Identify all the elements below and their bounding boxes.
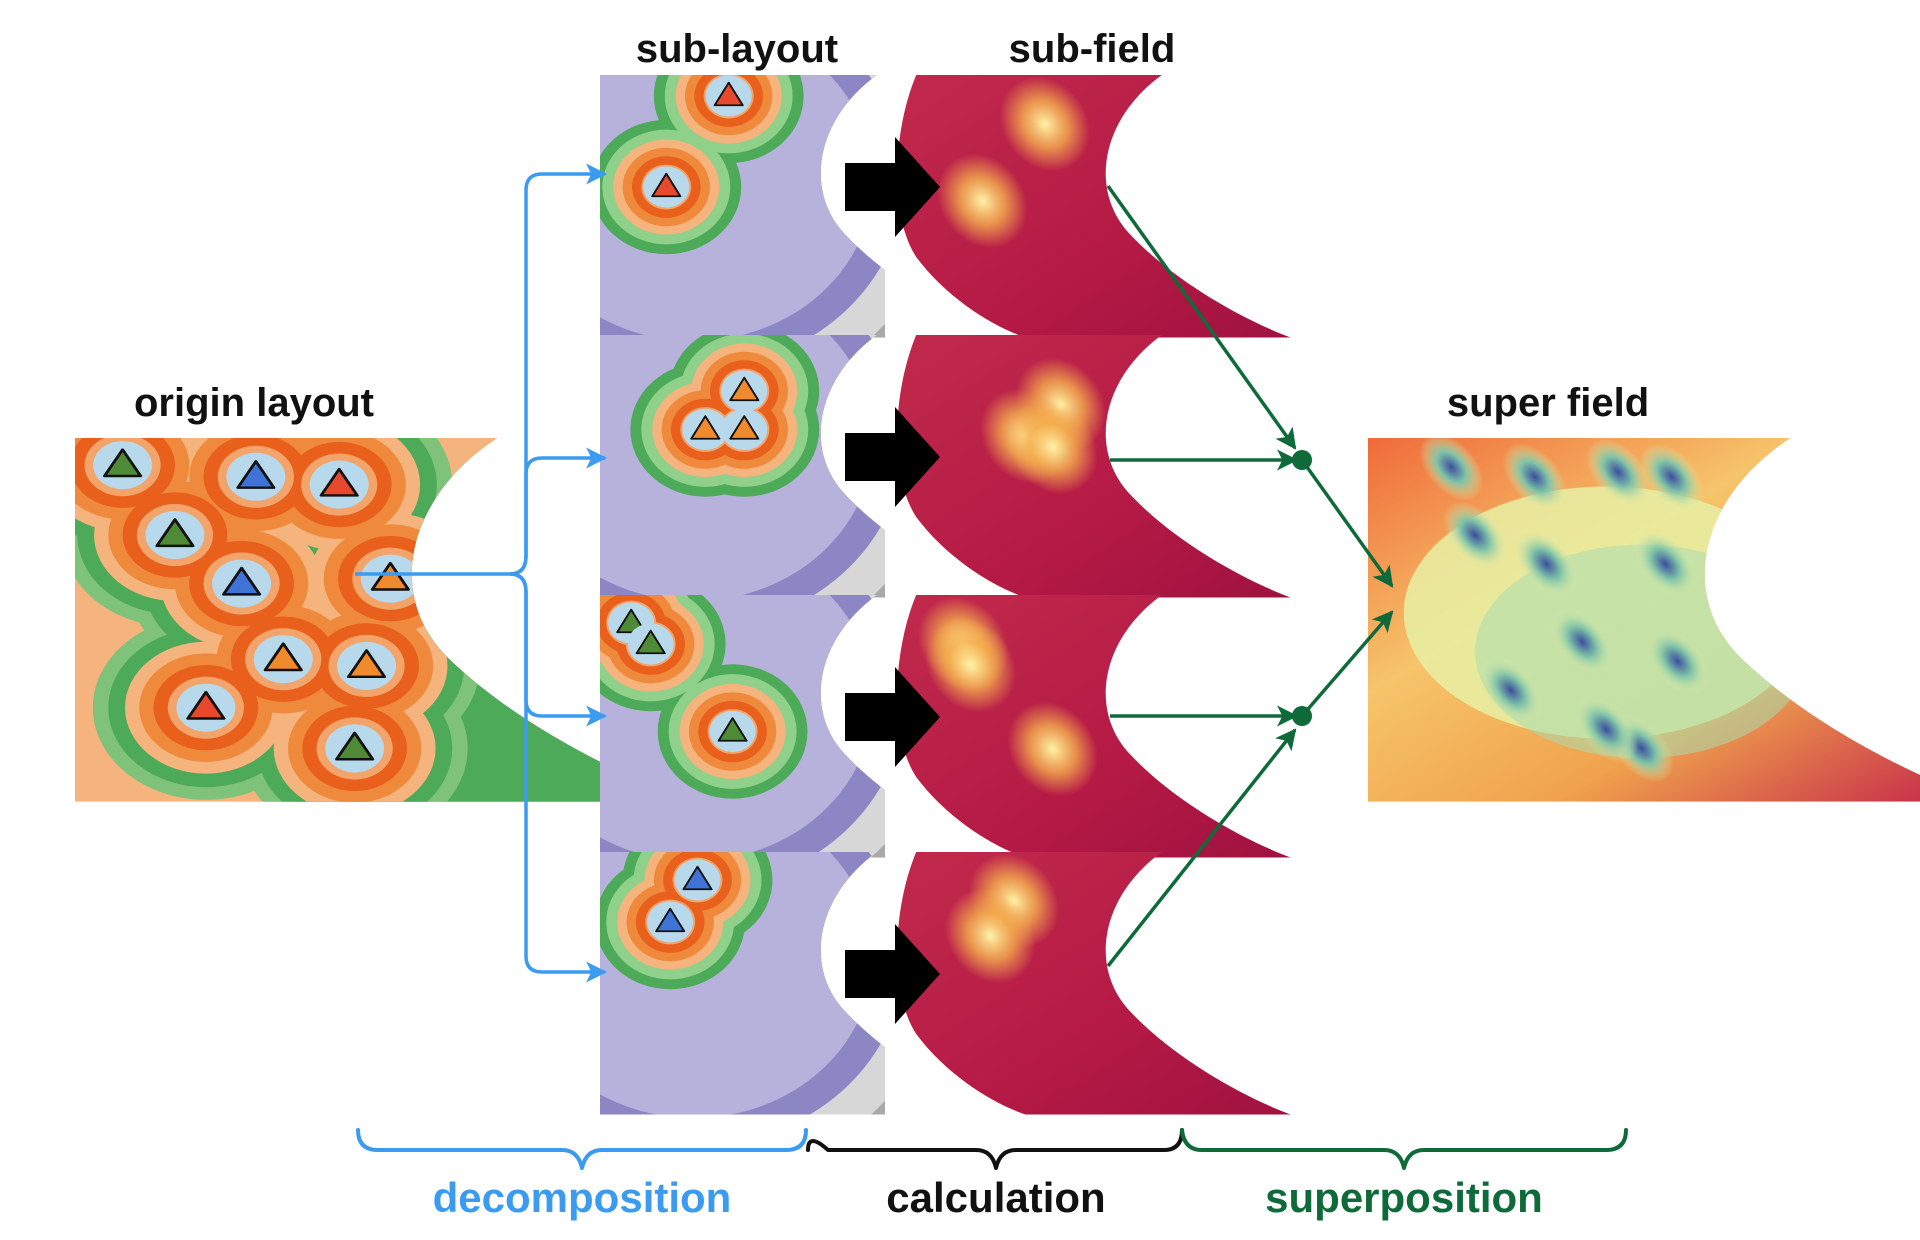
super-field-wakes (1419, 438, 1710, 783)
sub-layout-3-turbine-2 (627, 623, 674, 665)
decomposition-brace (356, 1128, 808, 1170)
sub-layout-1-turbine-2 (643, 166, 690, 208)
sub-field-3-wake-3 (1007, 701, 1098, 797)
superposition-arrow-1 (1106, 184, 1297, 450)
sub-layout-panel-3 (600, 595, 1006, 858)
sub-layout-rings-2 (619, 335, 831, 507)
superposition-node-1 (1292, 450, 1312, 470)
sub-field-2-wake-3 (1007, 399, 1098, 495)
superposition-node-2 (1292, 706, 1312, 726)
origin-turbine-7 (253, 635, 313, 684)
super-field-wake-8 (1550, 608, 1615, 676)
origin-turbine-8 (337, 641, 397, 691)
sub-layout-4-turbine-2 (647, 901, 694, 943)
sub-field-4-wake-2 (945, 888, 1036, 984)
sub-field-panel-4 (885, 852, 1291, 1115)
sub-field-1-wake-1 (999, 76, 1091, 172)
sub-field-column (885, 75, 1291, 1115)
decomposition-label: decomposition (433, 1174, 732, 1221)
sub-layout-2-turbine-1 (721, 370, 768, 412)
super-field-wake-12 (1573, 695, 1639, 763)
sub-field-panel-1 (885, 75, 1291, 338)
calculation-arrows (845, 137, 940, 1024)
superposition-arrow-4 (1106, 728, 1297, 968)
calculation-label: calculation (886, 1174, 1105, 1221)
calculation-brace (806, 1128, 1184, 1170)
calculation-arrow-3 (845, 667, 940, 767)
origin-turbines (93, 441, 420, 773)
origin-turbine-1 (93, 441, 153, 490)
super-field-wake-2 (1502, 443, 1567, 511)
origin-turbine-6 (360, 554, 420, 603)
stage-braces (356, 1128, 1628, 1170)
sub-field-label: sub-field (1009, 27, 1176, 71)
superposition-label: superposition (1265, 1174, 1543, 1221)
origin-turbine-5 (212, 559, 272, 608)
origin-turbine-4 (145, 510, 205, 560)
sub-field-3-wake-2 (925, 617, 1017, 713)
sub-layout-1-turbine-1 (705, 75, 752, 117)
sub-layout-2-turbine-3 (721, 408, 768, 451)
origin-layout-label: origin layout (134, 381, 374, 425)
super-field-label: super field (1447, 381, 1649, 425)
superposition-arrows (1106, 184, 1394, 968)
calculation-arrow-1 (845, 137, 940, 237)
decomposition-branch-2 (509, 447, 608, 576)
superposition-brace (1180, 1128, 1628, 1170)
super-field-wake-3 (1585, 438, 1650, 506)
super-field-wake-7 (1633, 530, 1698, 598)
super-field-wake-5 (1443, 501, 1508, 569)
super-field-wake-9 (1645, 627, 1710, 695)
sub-layout-4-turbine-1 (674, 859, 721, 901)
super-field-wake-1 (1419, 438, 1484, 501)
sub-layout-3-turbine-3 (709, 710, 756, 753)
super-field-wake-6 (1514, 530, 1579, 598)
decomposition-branch-4 (509, 572, 608, 983)
origin-turbine-10 (325, 724, 385, 773)
super-field-wake-10 (1478, 656, 1543, 724)
superposition-arrow-6 (1300, 610, 1394, 718)
origin-turbine-2 (226, 452, 286, 501)
sub-field-panel-2 (885, 335, 1291, 598)
calculation-arrow-4 (845, 924, 940, 1024)
superposition-arrow-5 (1300, 458, 1394, 588)
sub-field-panel-3 (885, 595, 1291, 858)
origin-turbine-3 (309, 460, 369, 509)
decomposition-arrows (355, 163, 608, 983)
sub-layout-2-turbine-2 (682, 408, 729, 451)
origin-layout-panel (75, 438, 694, 802)
super-field-panel (1368, 438, 1920, 802)
origin-turbine-9 (176, 683, 236, 732)
sub-layout-label: sub-layout (636, 27, 838, 71)
super-field-wake-4 (1639, 443, 1704, 511)
calculation-arrow-2 (845, 407, 940, 507)
sub-field-1-wake-2 (937, 153, 1028, 249)
